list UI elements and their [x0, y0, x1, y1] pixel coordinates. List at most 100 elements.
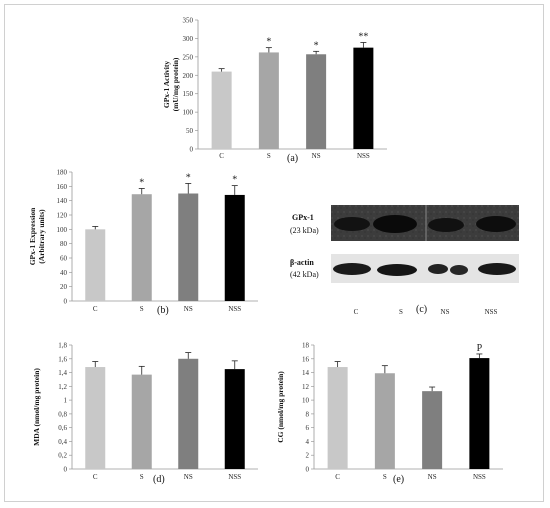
bar-c	[85, 367, 105, 469]
category-label-c: C	[93, 473, 98, 481]
significance-marker-s: *	[139, 177, 144, 188]
y-tick-label: 300	[183, 35, 194, 43]
category-label-nss: NSS	[228, 473, 241, 481]
y-tick-label: 160	[57, 183, 68, 191]
y-tick-label: 2	[306, 452, 310, 460]
blot-actin-band-nss	[478, 263, 516, 275]
y-tick-label: 200	[183, 72, 194, 80]
blot-actin-band-c	[333, 263, 371, 275]
y-tick-label: 0,2	[58, 452, 67, 460]
y-tick-label: 50	[186, 127, 194, 135]
panel-label: (b)	[157, 305, 169, 316]
category-label-ns: NS	[184, 473, 193, 481]
category-label-c: C	[219, 152, 224, 160]
bar-ns	[178, 359, 198, 469]
blot-lane-label-c: C	[354, 308, 359, 316]
panel-label: (a)	[287, 153, 298, 164]
category-label-ns: NS	[312, 152, 321, 160]
blot-gpx1-band-nss	[476, 216, 516, 232]
y-tick-label: 60	[60, 255, 68, 263]
y-tick-label: 18	[302, 342, 310, 350]
significance-marker-nss: P	[477, 343, 483, 354]
category-label-s: S	[267, 152, 271, 160]
blot-row-sublabel-gpx1: (23 kDa)	[290, 226, 319, 235]
y-tick-label: 0,4	[58, 438, 67, 446]
y-tick-label: 1,8	[58, 342, 67, 350]
y-axis-label-line: GPx-1 Activity	[162, 61, 171, 109]
y-tick-label: 0	[64, 466, 68, 474]
y-tick-label: 8	[306, 410, 310, 418]
y-tick-label: 80	[60, 240, 68, 248]
category-label-c: C	[335, 473, 340, 481]
category-label-nss: NSS	[357, 152, 370, 160]
blot-gpx1-band-s	[373, 215, 417, 233]
blot-actin-band-s	[377, 264, 417, 276]
y-tick-label: 350	[183, 17, 194, 25]
blot-actin-band-ns1	[428, 264, 448, 274]
category-label-s: S	[383, 473, 387, 481]
bar-ns	[306, 54, 326, 149]
y-tick-label: 0	[306, 466, 310, 474]
y-tick-label: 10	[302, 397, 310, 405]
significance-marker-ns: *	[186, 172, 191, 183]
y-axis-label-line: CG (nmol/mg protein)	[276, 371, 285, 443]
category-label-c: C	[93, 305, 98, 313]
bar-c	[212, 72, 232, 149]
y-tick-label: 0	[190, 146, 194, 154]
blot-lane-label-ns: NS	[441, 308, 450, 316]
category-label-ns: NS	[428, 473, 437, 481]
bar-s	[259, 52, 279, 149]
category-label-s: S	[140, 305, 144, 313]
y-tick-label: 0,8	[58, 410, 67, 418]
blot-row-sublabel-actin: (42 kDa)	[290, 270, 319, 279]
y-axis-label-line: (Arbitrary units)	[37, 209, 46, 264]
y-tick-label: 14	[302, 369, 310, 377]
bar-c	[328, 367, 348, 469]
y-tick-label: 16	[302, 355, 310, 363]
bar-s	[132, 375, 152, 469]
category-label-nss: NSS	[473, 473, 486, 481]
blot-row-label-gpx1: GPx-1	[292, 213, 314, 222]
category-label-ns: NS	[184, 305, 193, 313]
chart-b: 0 20 40 60 80 100 120 140 160 180 C S * NS * NSS * GPx-1 …	[28, 169, 258, 317]
y-axis-label: CG (nmol/mg protein)	[276, 371, 285, 443]
category-label-nss: NSS	[228, 305, 241, 313]
bar-ns	[178, 194, 198, 302]
y-tick-label: 150	[183, 90, 194, 98]
bar-ns	[422, 391, 442, 469]
y-axis-label: GPx-1 Expression(Arbitrary units)	[28, 207, 46, 265]
blot-lane-label-nss: NSS	[485, 308, 498, 316]
y-tick-label: 1,6	[58, 355, 67, 363]
y-axis-label-line: GPx-1 Expression	[28, 207, 37, 265]
blot-panel-label: (c)	[416, 304, 427, 315]
chart-d: 0 0,2 0,4 0,6 0,8 1 1,2 1,4 1,6 1,8 C S NS NSS MDA (nm…	[32, 342, 258, 486]
y-tick-label: 12	[302, 383, 310, 391]
blot-gpx1-band-ns	[428, 218, 464, 232]
y-tick-label: 0,6	[58, 424, 67, 432]
y-tick-label: 0	[64, 298, 68, 306]
y-tick-label: 180	[57, 169, 68, 177]
y-tick-label: 1,2	[58, 383, 67, 391]
y-tick-label: 1	[64, 397, 68, 405]
y-tick-label: 250	[183, 53, 194, 61]
bar-s	[375, 373, 395, 469]
significance-marker-nss: **	[358, 31, 368, 42]
y-tick-label: 20	[60, 283, 68, 291]
significance-marker-nss: *	[232, 175, 237, 186]
y-tick-label: 120	[57, 212, 68, 220]
chart-a: 0 50 100 150 200 250 300 350 C S * NS * NSS ** GPx-1 Ac…	[162, 17, 387, 165]
y-axis-label-line: MDA (nmol/mg protein)	[32, 368, 41, 446]
blot-gpx1-band-c	[334, 217, 370, 231]
panel-label: (e)	[393, 474, 404, 485]
western-blot-panel: GPx-1 (23 kDa) β-actin (42 kDa) C S NS N…	[290, 205, 519, 316]
blot-lane-label-s: S	[399, 308, 403, 316]
bar-nss	[353, 48, 373, 149]
bar-c	[85, 229, 105, 301]
bar-nss	[225, 195, 245, 301]
y-tick-label: 100	[57, 226, 68, 234]
y-tick-label: 1,4	[58, 369, 67, 377]
y-tick-label: 40	[60, 269, 68, 277]
y-tick-label: 140	[57, 197, 68, 205]
bar-nss	[225, 369, 245, 469]
